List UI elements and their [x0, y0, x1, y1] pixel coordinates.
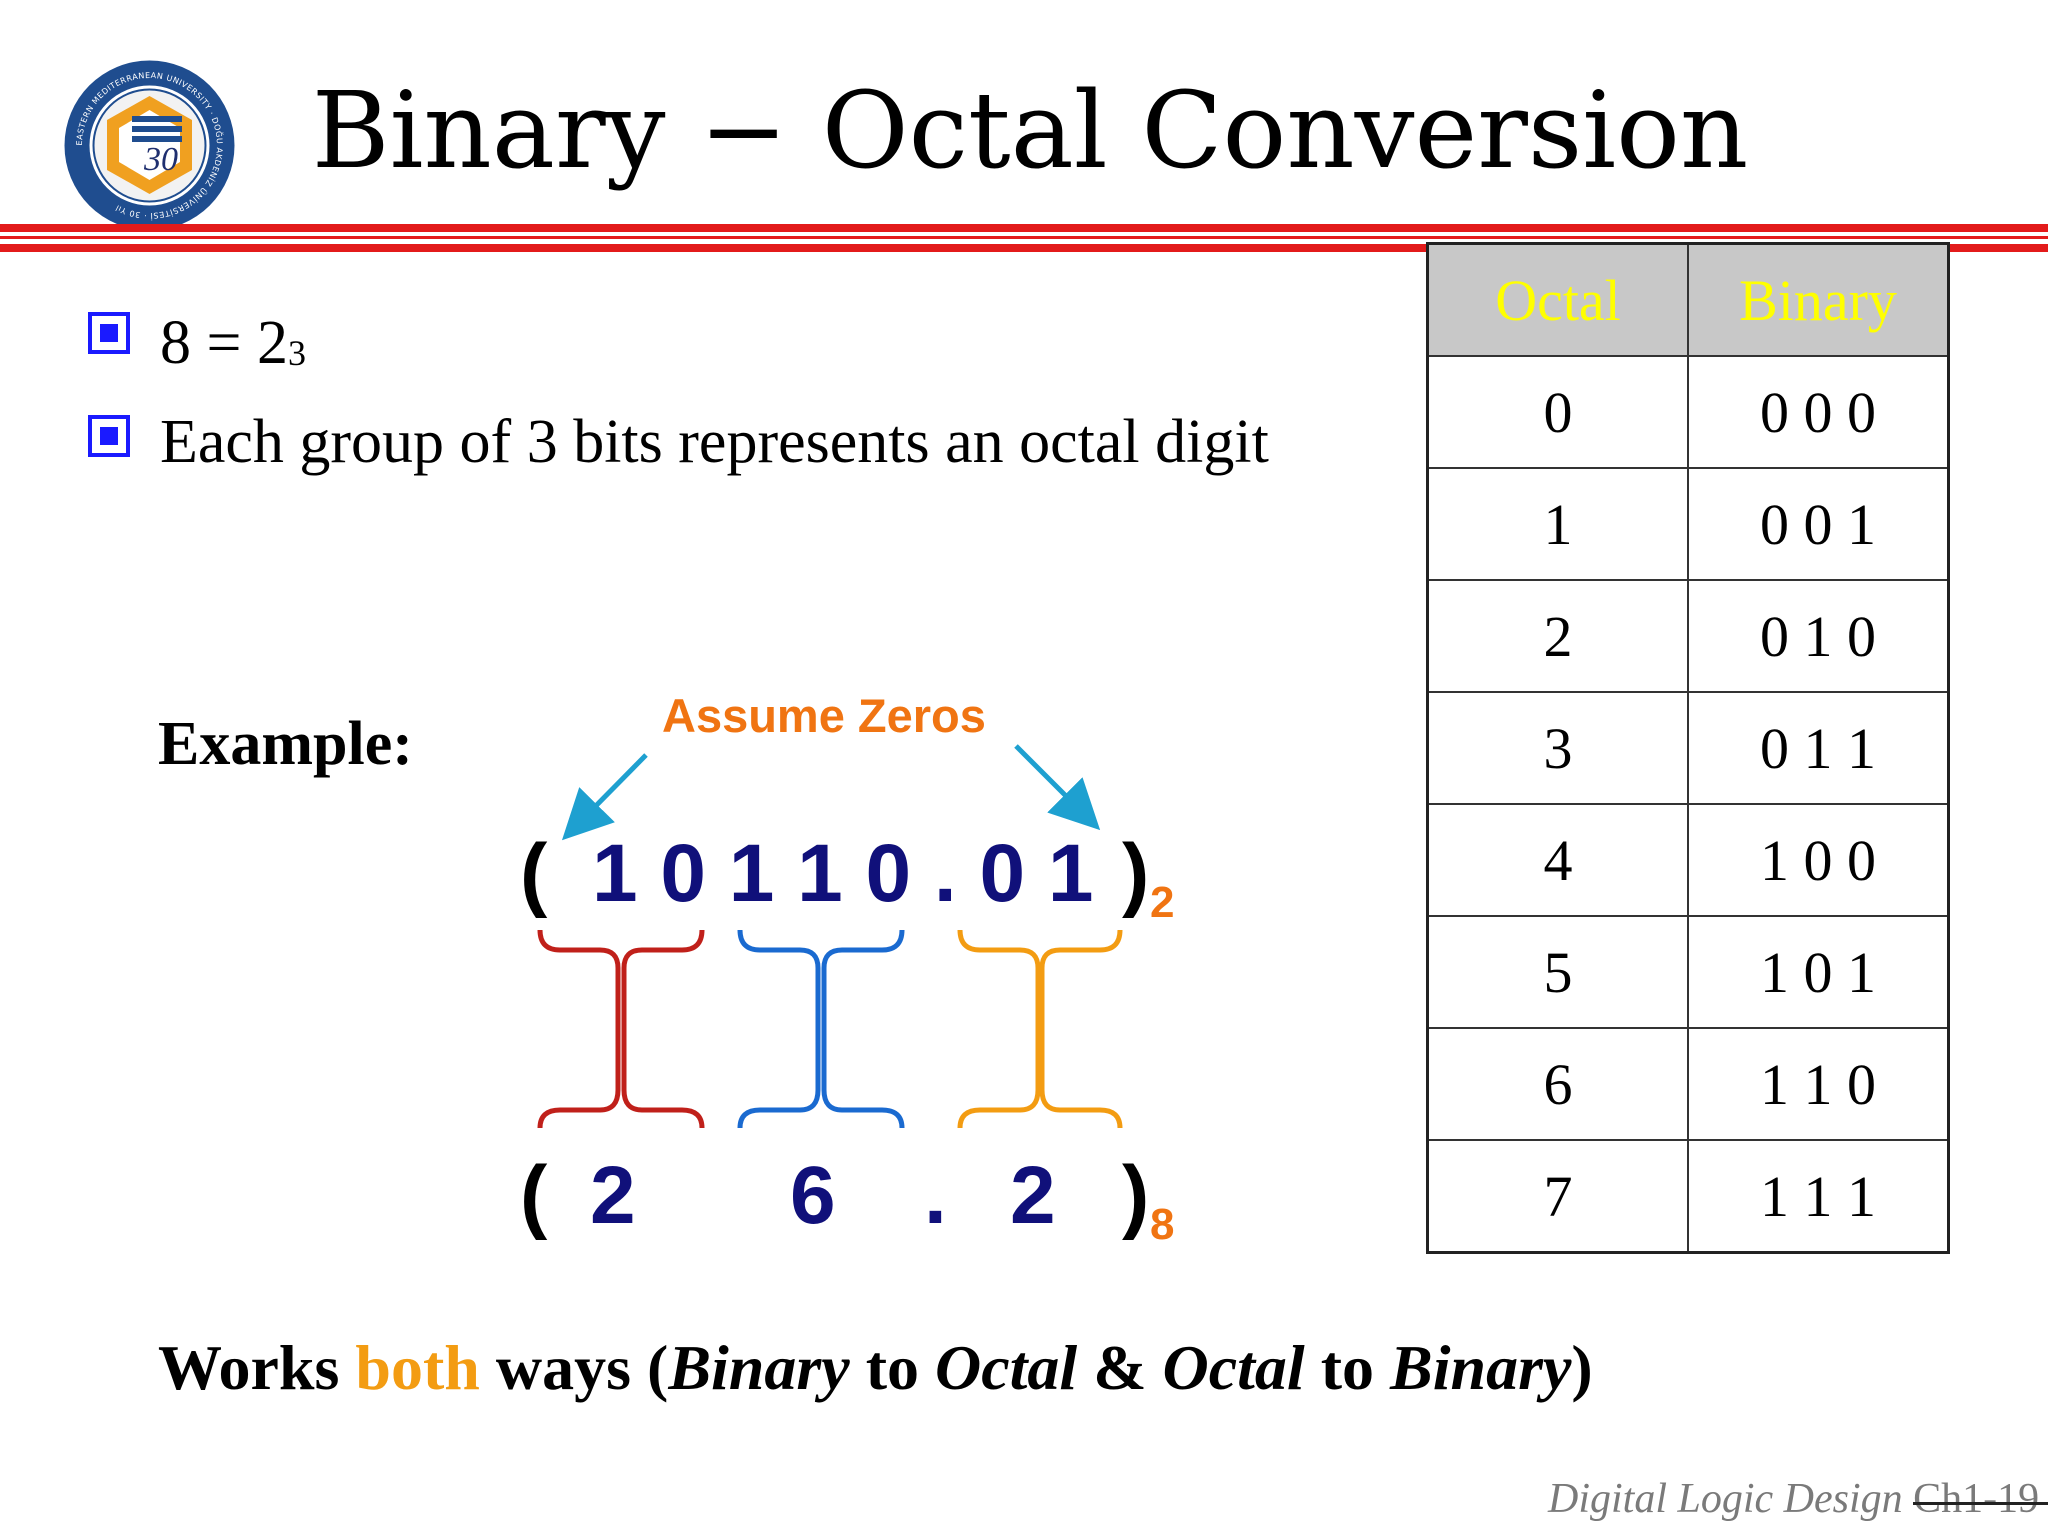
- table-cell: 1 0 0: [1687, 803, 1950, 917]
- octal-digit: 2: [590, 1150, 636, 1241]
- bullet-square-icon: [88, 415, 130, 457]
- binary-close-paren: ): [1122, 828, 1150, 919]
- title-rule: [0, 244, 2048, 252]
- table-cell: 7: [1426, 1139, 1689, 1254]
- octal-digit: 6: [790, 1150, 836, 1241]
- table-cell: 0: [1426, 355, 1689, 469]
- assume-zeros-annotation: Assume Zeros: [662, 689, 986, 742]
- column-header: Octal: [1426, 242, 1689, 357]
- bullet-text: Each group of 3 bits represents an octal…: [160, 408, 1269, 476]
- title-rule: [0, 236, 2048, 239]
- bullet-text: 8 = 23: [160, 309, 306, 377]
- binary-base: 2: [1150, 878, 1175, 927]
- table-cell: 5: [1426, 915, 1689, 1029]
- octal-digit: 2: [1010, 1150, 1056, 1241]
- university-logo: 30 EASTERN MEDITERRANEAN UNIVERSITY · DO…: [64, 60, 235, 231]
- table-cell: 1: [1426, 467, 1689, 581]
- title-rule: [0, 224, 2048, 232]
- brace-group-blue: [737, 929, 905, 1129]
- table-cell: 1 0 1: [1687, 915, 1950, 1029]
- octal-open-paren: (: [520, 1150, 548, 1241]
- table-cell: 2: [1426, 579, 1689, 693]
- binary-digits: 1 0 1 1 0 . 0 1: [592, 828, 1094, 919]
- table-cell: 0 0 1: [1687, 467, 1950, 581]
- table-cell: 3: [1426, 691, 1689, 805]
- table-cell: 6: [1426, 1027, 1689, 1141]
- binary-open-paren: (: [520, 828, 548, 919]
- arrow-right: [1014, 744, 1101, 831]
- brace-group-red: [537, 929, 705, 1129]
- octal-point: .: [924, 1150, 947, 1241]
- example-label: Example:: [158, 710, 413, 778]
- table-cell: 1 1 1: [1687, 1139, 1950, 1254]
- course-name: Digital Logic Design: [1548, 1476, 1903, 1522]
- slide-title: Binary − Octal Conversion: [311, 69, 1749, 192]
- table-cell: 0 1 1: [1687, 691, 1950, 805]
- octal-base: 8: [1150, 1200, 1175, 1249]
- table-cell: 0 0 0: [1687, 355, 1950, 469]
- page-number-link[interactable]: Ch1-19: [1913, 1476, 2040, 1522]
- brace-group-orange: [957, 929, 1123, 1129]
- slide-footer: Digital Logic Design Ch1-19: [1548, 1474, 2039, 1524]
- column-header: Binary: [1687, 242, 1950, 357]
- svg-text:30: 30: [143, 141, 178, 178]
- octal-close-paren: ): [1122, 1150, 1150, 1241]
- table-header-row: Octal Binary: [1426, 242, 1950, 357]
- table-cell: 1 1 0: [1687, 1027, 1950, 1141]
- bullet-square-icon: [88, 312, 130, 354]
- arrow-left: [561, 753, 648, 841]
- table-cell: 0 1 0: [1687, 579, 1950, 693]
- table-cell: 4: [1426, 803, 1689, 917]
- works-both-ways-note: Works both ways (Binary to Octal & Octal…: [158, 1332, 1593, 1403]
